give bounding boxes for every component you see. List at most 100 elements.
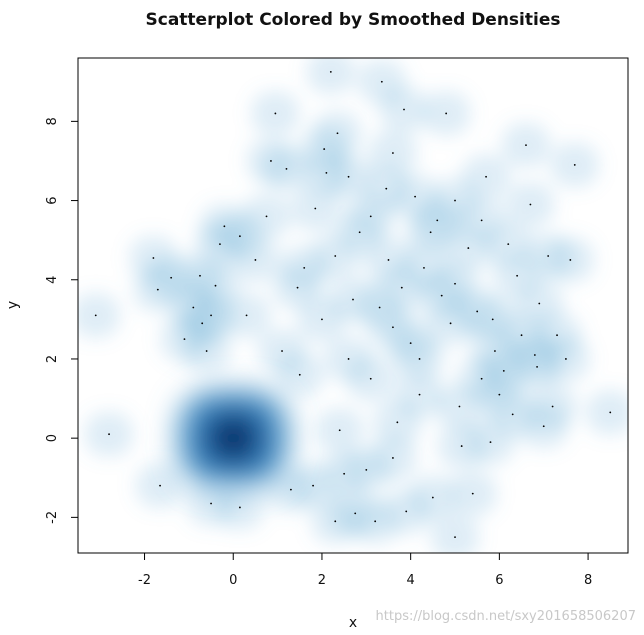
data-point [476,310,479,313]
data-point [296,286,299,289]
data-point [418,393,421,396]
data-point [454,199,456,202]
data-point [423,266,425,269]
data-point [485,175,487,178]
data-point [380,80,383,83]
cluster-core [207,414,260,463]
points-layer [94,70,612,539]
data-point [303,266,306,269]
data-point [436,219,439,222]
x-tick-label: 8 [584,573,592,588]
data-point [511,413,514,416]
data-point [385,187,388,190]
x-axis-label: x [349,615,357,631]
y-tick-label: 2 [45,355,60,363]
data-point [270,160,272,162]
density-layer [78,58,628,553]
y-tick-label: 0 [45,434,60,442]
data-point [347,175,350,178]
data-point [334,255,337,257]
data-point [489,441,492,444]
data-point [290,488,292,491]
data-point [414,195,416,198]
data-point [108,433,110,436]
data-point [529,203,532,206]
data-point [170,276,173,279]
data-point [323,148,326,150]
data-point [507,243,510,246]
data-point [538,302,541,305]
dense-cluster [175,388,292,489]
x-tick-label: 2 [318,573,326,588]
data-point [265,215,268,218]
data-point [609,411,612,414]
data-point [400,286,403,289]
data-point [573,164,576,166]
data-point [94,314,97,317]
data-point [516,274,519,277]
data-point [460,445,463,447]
data-point [298,373,301,376]
x-axis: -2 0 2 4 6 8 [138,552,592,588]
data-point [525,144,527,147]
data-point [329,70,332,73]
data-point [369,215,372,218]
data-point [321,318,323,321]
data-point [238,235,241,238]
data-point [314,207,317,210]
watermark: https://blog.csdn.net/sxy201658506207 [376,609,636,624]
density-blob [78,293,120,338]
data-point [274,112,277,115]
data-point [219,243,221,246]
data-point [480,377,483,380]
data-point [396,421,399,424]
data-point [491,318,494,321]
data-point [520,334,523,337]
data-point [440,294,443,297]
data-point [392,326,394,329]
data-point [159,484,161,487]
y-axis-label: y [5,301,21,309]
data-point [405,510,408,513]
data-point [498,393,501,396]
data-point [429,231,432,234]
data-point [358,231,361,234]
data-point [551,405,554,408]
data-point [152,257,155,259]
data-point [285,167,288,170]
data-point [214,284,217,287]
data-point [352,298,354,301]
data-point [403,108,405,111]
data-point [536,365,538,368]
data-point [533,354,536,356]
x-tick-label: -2 [138,573,151,588]
data-point [338,429,341,432]
y-tick-label: 6 [45,196,60,204]
chart-title: Scatterplot Colored by Smoothed Densitie… [146,10,561,30]
data-point [471,492,474,495]
data-point [392,457,394,459]
data-point [569,259,572,261]
data-point [378,306,381,309]
data-point [387,259,390,261]
data-point [542,425,545,428]
data-point [183,338,186,341]
data-point [254,259,257,261]
data-point [369,377,372,380]
data-point [343,472,346,475]
x-tick-label: 4 [407,573,415,588]
data-point [205,350,208,352]
data-point [418,358,421,360]
data-point [238,506,241,509]
density-blob [306,58,355,94]
data-point [210,314,212,317]
y-tick-label: -2 [45,511,60,524]
data-point [467,247,470,249]
data-point [325,171,328,174]
data-point [156,288,159,291]
data-point [374,520,377,523]
data-point [210,502,212,505]
data-point [354,512,357,515]
y-axis: -2 0 2 4 6 8 [45,117,79,524]
x-tick-label: 0 [229,573,237,588]
